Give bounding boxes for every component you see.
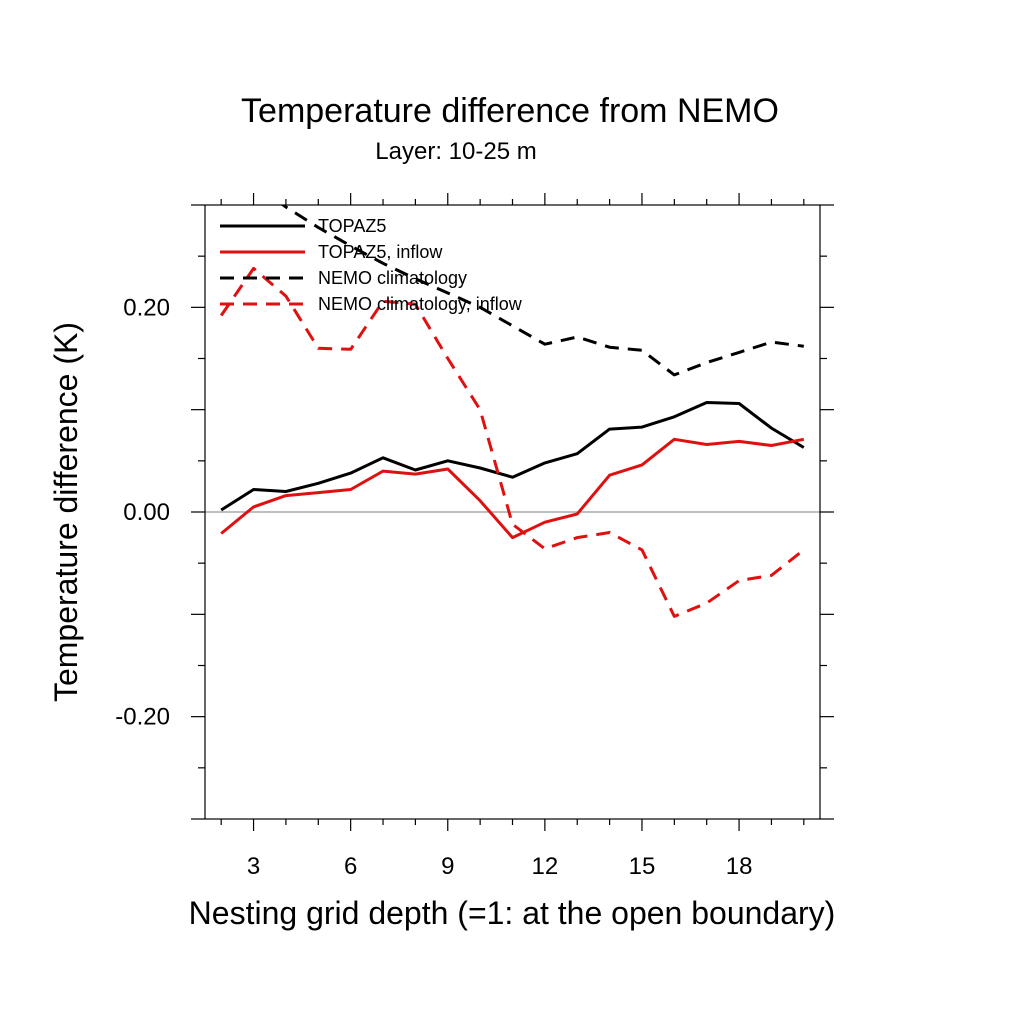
ticks-layer: 3 6 9 12 15 18 -0.20 0.00 0.20: [115, 193, 834, 880]
y-tick-label: 0.00: [123, 499, 170, 526]
x-tick-label: 6: [344, 853, 357, 880]
legend-label-nemo-climatology: NEMO climatology: [318, 268, 467, 288]
series-line-topaz5-inflow: [220, 437, 805, 540]
x-tick-label: 9: [441, 853, 454, 880]
legend-label-topaz5-inflow: TOPAZ5, inflow: [318, 242, 443, 262]
series-line-nemo-climatology-inflow: [219, 266, 805, 618]
legend-label-topaz5: TOPAZ5: [318, 216, 386, 236]
series-line-nemo-climatology: [280, 205, 804, 377]
x-tick-label: 18: [726, 853, 753, 880]
series-line-topaz5: [220, 401, 805, 512]
legend: TOPAZ5 TOPAZ5, inflow NEMO climatology NEMO…: [220, 216, 523, 314]
series-layer: [219, 205, 805, 618]
chart-title: Temperature difference from NEMO: [241, 92, 779, 130]
y-tick-label: 0.20: [123, 294, 170, 321]
x-tick-label: 15: [629, 853, 656, 880]
x-tick-label: 3: [247, 853, 260, 880]
y-tick-label: -0.20: [115, 704, 170, 731]
chart-subtitle: Layer: 10-25 m: [375, 138, 536, 165]
y-axis-label: Temperature difference (K): [48, 322, 84, 702]
x-axis-label: Nesting grid depth (=1: at the open boun…: [189, 895, 836, 931]
x-tick-label: 12: [532, 853, 559, 880]
legend-label-nemo-climatology-inflow: NEMO climatology, inflow: [318, 294, 523, 314]
